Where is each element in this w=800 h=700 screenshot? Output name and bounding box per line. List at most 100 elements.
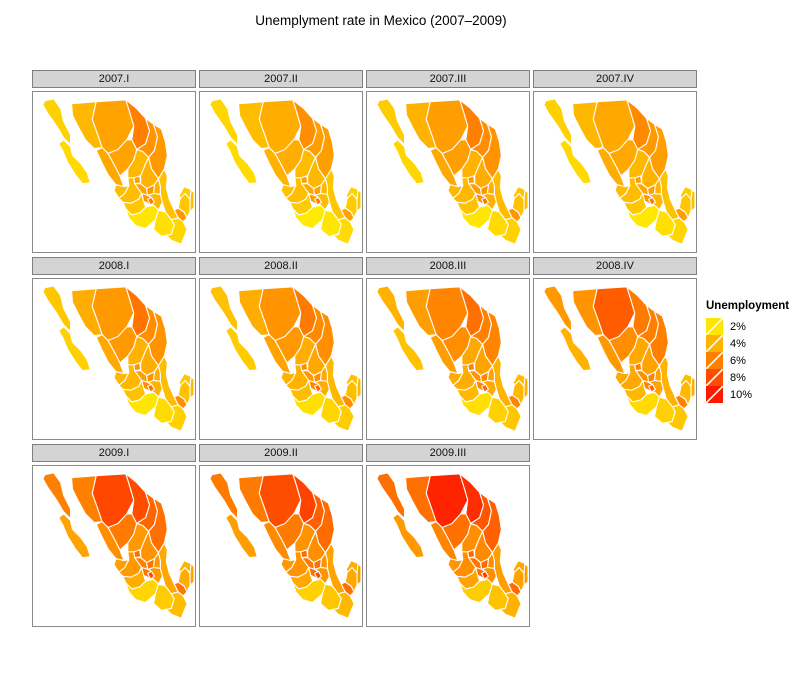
state-baja-california-sur: [392, 139, 425, 185]
facet-2007-i: 2007.I: [32, 70, 196, 253]
state-baja-california: [376, 472, 406, 520]
state-aguascalientes: [467, 175, 476, 185]
facet-2008-iii: 2008.III: [366, 257, 530, 440]
state-baja-california-sur: [559, 326, 592, 372]
facet-strip-label: 2008.I: [32, 257, 196, 275]
state-aguascalientes: [467, 362, 476, 372]
state-baja-california: [543, 285, 573, 333]
state-aguascalientes: [467, 549, 476, 559]
mexico-map: [543, 285, 696, 432]
facet-2009-iii: 2009.III: [366, 444, 530, 627]
facet-2008-i: 2008.I: [32, 257, 196, 440]
facet-2007-iv: 2007.IV: [533, 70, 697, 253]
state-aguascalientes: [300, 175, 309, 185]
map-panel: [32, 91, 196, 253]
legend-entry: 10%: [705, 385, 789, 404]
legend: Unemployment 2% 4% 6% 8% 10%: [705, 300, 790, 404]
facet-strip-label: 2007.II: [199, 70, 363, 88]
state-aguascalientes: [300, 549, 309, 559]
state-quintana-roo: [690, 376, 696, 399]
state-aguascalientes: [634, 175, 643, 185]
state-baja-california-sur: [392, 513, 425, 559]
state-baja-california-sur: [225, 139, 258, 185]
state-baja-california-sur: [225, 326, 258, 372]
state-quintana-roo: [523, 376, 529, 399]
state-aguascalientes: [634, 362, 643, 372]
facet-grid: 2007.I 2007.II 2007.III 2007.IV 2008.I 2008.I…: [32, 70, 697, 627]
mexico-map: [42, 98, 195, 245]
map-panel: [366, 91, 530, 253]
legend-key-swatch: [705, 334, 724, 353]
facet-2009-ii: 2009.II: [199, 444, 363, 627]
legend-entry: 8%: [705, 368, 789, 387]
state-baja-california-sur: [58, 513, 91, 559]
state-aguascalientes: [300, 362, 309, 372]
state-baja-california: [209, 285, 239, 333]
facet-strip-label: 2009.II: [199, 444, 363, 462]
legend-key-swatch: [705, 317, 724, 336]
state-baja-california: [209, 98, 239, 146]
state-baja-california-sur: [225, 513, 258, 559]
state-quintana-roo: [356, 189, 362, 212]
map-panel: [533, 91, 697, 253]
state-quintana-roo: [690, 189, 696, 212]
mexico-map: [376, 472, 529, 619]
map-panel: [32, 465, 196, 627]
state-baja-california-sur: [58, 139, 91, 185]
state-quintana-roo: [189, 189, 195, 212]
state-baja-california: [42, 472, 72, 520]
facet-strip-label: 2007.III: [366, 70, 530, 88]
facet-2009-i: 2009.I: [32, 444, 196, 627]
state-quintana-roo: [523, 189, 529, 212]
state-baja-california-sur: [559, 139, 592, 185]
state-baja-california: [376, 98, 406, 146]
state-aguascalientes: [133, 549, 142, 559]
legend-key-swatch: [705, 351, 724, 370]
state-baja-california-sur: [392, 326, 425, 372]
mexico-map: [376, 98, 529, 245]
state-baja-california: [42, 285, 72, 333]
state-baja-california: [376, 285, 406, 333]
state-quintana-roo: [523, 563, 529, 586]
state-baja-california: [42, 98, 72, 146]
map-panel: [366, 278, 530, 440]
state-quintana-roo: [189, 376, 195, 399]
legend-label: 2%: [730, 320, 746, 333]
state-aguascalientes: [133, 362, 142, 372]
legend-entries: 2% 4% 6% 8% 10%: [705, 317, 789, 404]
facet-strip-label: 2009.III: [366, 444, 530, 462]
facet-2008-iv: 2008.IV: [533, 257, 697, 440]
mexico-map: [376, 285, 529, 432]
facet-2007-ii: 2007.II: [199, 70, 363, 253]
state-aguascalientes: [133, 175, 142, 185]
facet-strip-label: 2007.I: [32, 70, 196, 88]
mexico-map: [42, 472, 195, 619]
legend-entry: 4%: [705, 334, 789, 353]
legend-label: 8%: [730, 371, 746, 384]
facet-strip-label: 2008.III: [366, 257, 530, 275]
mexico-map: [209, 98, 362, 245]
state-baja-california: [209, 472, 239, 520]
state-baja-california-sur: [58, 326, 91, 372]
chart-title: Unemplyment rate in Mexico (2007–2009): [255, 13, 507, 28]
facet-strip-label: 2008.II: [199, 257, 363, 275]
mexico-map: [209, 472, 362, 619]
mexico-map: [42, 285, 195, 432]
legend-label: 6%: [730, 354, 746, 367]
mexico-map: [543, 98, 696, 245]
legend-entry: 2%: [705, 317, 789, 336]
legend-entry: 6%: [705, 351, 789, 370]
map-panel: [533, 278, 697, 440]
state-quintana-roo: [356, 563, 362, 586]
state-quintana-roo: [189, 563, 195, 586]
legend-label: 10%: [730, 388, 753, 401]
legend-title: Unemployment: [706, 300, 790, 312]
facet-strip-label: 2008.IV: [533, 257, 697, 275]
state-baja-california: [543, 98, 573, 146]
facet-2008-ii: 2008.II: [199, 257, 363, 440]
facet-strip-label: 2009.I: [32, 444, 196, 462]
map-panel: [199, 465, 363, 627]
map-panel: [199, 278, 363, 440]
state-quintana-roo: [356, 376, 362, 399]
map-panel: [366, 465, 530, 627]
